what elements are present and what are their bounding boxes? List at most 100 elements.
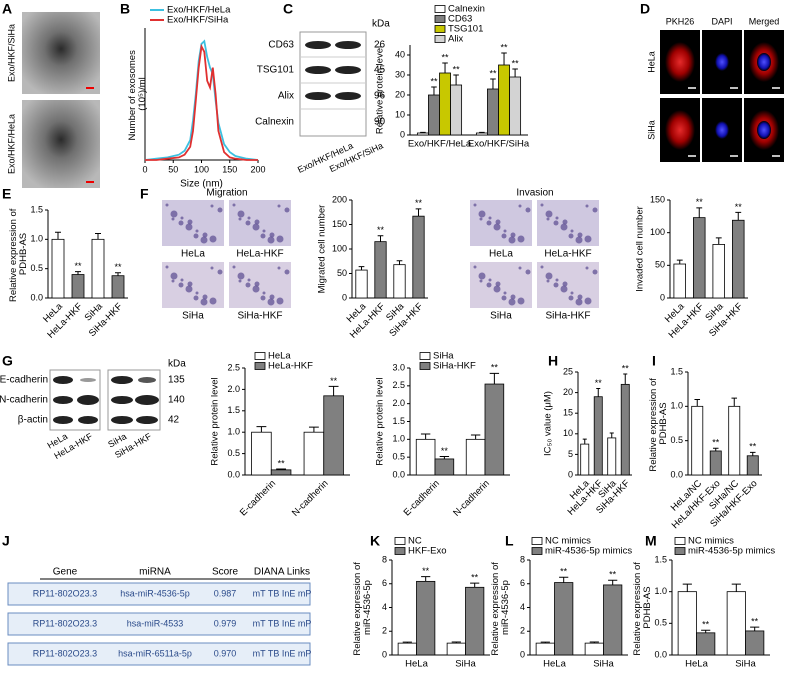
error-bar bbox=[358, 266, 365, 271]
blot bbox=[299, 31, 367, 137]
cell bbox=[518, 204, 522, 208]
cell bbox=[584, 297, 592, 305]
cell bbox=[479, 279, 483, 283]
table-cell: 0.987 bbox=[214, 588, 237, 598]
cell bbox=[200, 236, 208, 244]
x-tick-label: 150 bbox=[222, 164, 237, 174]
cell bbox=[510, 294, 516, 300]
cell bbox=[503, 229, 507, 233]
legend-swatch bbox=[531, 537, 543, 545]
y-tick-label: 1.5 bbox=[227, 405, 240, 415]
bar bbox=[693, 217, 706, 299]
y-tick-label: 30 bbox=[395, 69, 405, 79]
y-tick-label: 10 bbox=[563, 428, 573, 438]
cell bbox=[252, 223, 260, 231]
cell bbox=[546, 217, 550, 221]
error-bar bbox=[750, 626, 760, 631]
y-tick-label: 20 bbox=[395, 89, 405, 99]
error-bar bbox=[694, 398, 701, 407]
bar bbox=[584, 642, 604, 656]
y-axis-title: Invaded cell number bbox=[635, 206, 646, 292]
y-tick-label: 1.0 bbox=[30, 234, 43, 244]
error-bar bbox=[712, 447, 719, 451]
cell bbox=[568, 233, 574, 239]
error-bar bbox=[451, 641, 461, 644]
error-bar bbox=[442, 62, 448, 73]
error-bar bbox=[715, 237, 722, 245]
y-axis-title: Relative protein level bbox=[375, 46, 386, 134]
column-label: Merged bbox=[749, 16, 780, 26]
y-axis-title-line: Relative expression of bbox=[490, 559, 501, 655]
bar bbox=[696, 632, 716, 656]
y-tick-label: 20 bbox=[563, 387, 573, 397]
y-axis-title-line: Number of exosomes bbox=[127, 48, 138, 141]
panel-letter: I bbox=[652, 353, 656, 369]
table-cell: 0.970 bbox=[214, 648, 237, 658]
cell bbox=[570, 229, 574, 233]
cell bbox=[252, 285, 260, 293]
cell bbox=[209, 297, 217, 305]
bar bbox=[487, 88, 499, 136]
cell bbox=[562, 281, 568, 287]
panel-letter: F bbox=[140, 186, 149, 202]
image-label: HeLa-HKF bbox=[544, 249, 591, 260]
x-tick-label: E-cadherin bbox=[402, 478, 442, 518]
blot-row-label: N-cadherin bbox=[0, 395, 48, 406]
y-axis-title-line: Relative expression of bbox=[648, 375, 659, 471]
bar bbox=[51, 238, 65, 299]
y-tick-label: 4 bbox=[382, 602, 387, 612]
significance-label: ** bbox=[377, 225, 385, 235]
cell bbox=[495, 281, 501, 287]
cell bbox=[267, 298, 275, 306]
bar bbox=[709, 450, 722, 476]
y-tick-label: 2 bbox=[520, 626, 525, 636]
bar bbox=[535, 642, 555, 656]
y-tick-label: 6 bbox=[520, 578, 525, 588]
cell bbox=[540, 265, 544, 269]
error-bar bbox=[589, 641, 599, 644]
cell bbox=[200, 298, 208, 306]
bar bbox=[416, 132, 429, 136]
x-tick-label: E-cadherin bbox=[238, 478, 278, 518]
nucleus-stain bbox=[757, 121, 771, 139]
bar bbox=[620, 383, 630, 476]
bar bbox=[393, 264, 406, 299]
significance-label: ** bbox=[512, 58, 520, 68]
bar bbox=[726, 591, 746, 656]
error-bar bbox=[479, 131, 485, 133]
bar bbox=[446, 642, 466, 656]
error-bar bbox=[749, 451, 756, 456]
bar bbox=[303, 431, 325, 476]
bar bbox=[746, 455, 759, 476]
cell bbox=[262, 229, 266, 233]
x-tick-label: Exo/HKF/SiHa bbox=[468, 139, 530, 150]
significance-label: ** bbox=[595, 378, 603, 388]
legend-swatch bbox=[419, 362, 431, 370]
legend-label: Exo/HKF/SiHa bbox=[167, 15, 229, 26]
cell bbox=[553, 282, 559, 288]
legend-label: CD63 bbox=[448, 14, 472, 25]
cell bbox=[501, 295, 507, 301]
x-tick-label: HeLa bbox=[543, 659, 566, 670]
y-tick-label: 0.5 bbox=[30, 263, 43, 273]
row-label: HeLa bbox=[646, 51, 656, 73]
cell bbox=[171, 217, 175, 221]
error-bar bbox=[439, 455, 450, 459]
legend-label: NC mimics bbox=[688, 536, 734, 547]
error-bar bbox=[735, 211, 742, 221]
significance-label: ** bbox=[702, 620, 710, 630]
legend-swatch bbox=[254, 352, 266, 360]
bar bbox=[374, 241, 387, 299]
significance-label: ** bbox=[751, 617, 759, 627]
y-axis-title-line: PDHB-AS bbox=[18, 233, 29, 275]
error-bar bbox=[402, 641, 412, 644]
significance-label: ** bbox=[430, 76, 438, 86]
cell bbox=[170, 272, 178, 280]
error-bar bbox=[396, 260, 403, 265]
cell bbox=[185, 285, 193, 293]
table-cell: hsa-miR-4536-5p bbox=[120, 588, 190, 598]
significance-label: ** bbox=[442, 52, 450, 62]
cell bbox=[209, 235, 217, 243]
blot-kda: 26 bbox=[374, 40, 386, 51]
y-axis-title-line: PDHB-AS bbox=[658, 402, 669, 444]
